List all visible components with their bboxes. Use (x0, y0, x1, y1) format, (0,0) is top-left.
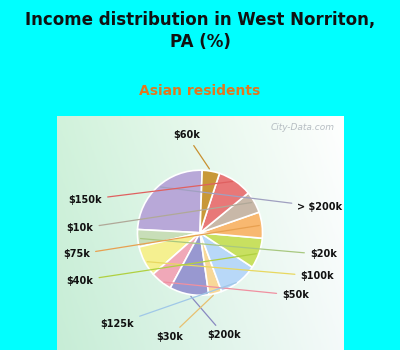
Text: $60k: $60k (174, 131, 210, 169)
Text: $150k: $150k (68, 181, 232, 205)
Wedge shape (138, 170, 202, 233)
Text: $10k: $10k (67, 203, 252, 233)
Text: City-Data.com: City-Data.com (271, 122, 335, 132)
Text: $200k: $200k (191, 296, 241, 340)
Text: Asian residents: Asian residents (139, 84, 261, 98)
Wedge shape (153, 233, 200, 288)
Wedge shape (200, 233, 222, 295)
Text: $30k: $30k (156, 295, 213, 342)
Wedge shape (200, 233, 262, 267)
Text: Income distribution in West Norriton,
PA (%): Income distribution in West Norriton, PA… (25, 10, 375, 51)
Wedge shape (200, 212, 262, 238)
Text: > $200k: > $200k (160, 187, 342, 212)
Text: $50k: $50k (164, 282, 309, 300)
Wedge shape (170, 233, 209, 295)
Wedge shape (200, 193, 259, 233)
Wedge shape (200, 170, 220, 233)
Wedge shape (139, 233, 200, 274)
Wedge shape (138, 230, 200, 247)
Wedge shape (200, 173, 248, 233)
Text: $125k: $125k (101, 283, 236, 329)
Wedge shape (200, 233, 252, 292)
Text: $100k: $100k (147, 262, 334, 281)
Text: $40k: $40k (67, 254, 256, 286)
Text: $20k: $20k (140, 239, 337, 259)
Text: $75k: $75k (63, 225, 259, 259)
